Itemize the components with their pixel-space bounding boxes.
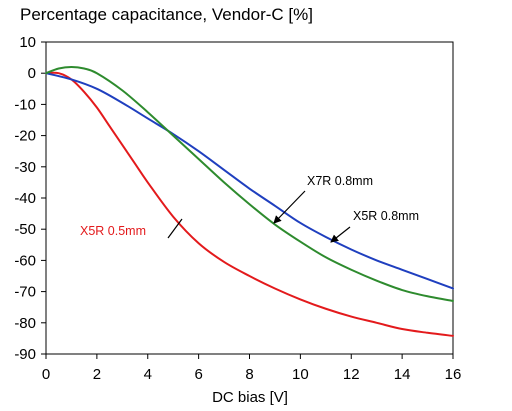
y-tick-label: -10 [14, 96, 36, 113]
x-tick-label: 10 [292, 366, 309, 383]
x-tick-label: 0 [42, 366, 50, 383]
x-tick-label: 12 [343, 366, 360, 383]
annotation-pointer-x5r-0-8mm [330, 226, 351, 243]
series-line-x5r-0-8mm [45, 65, 454, 302]
x-tick-label: 16 [445, 366, 462, 383]
x-tick-label: 4 [144, 366, 152, 383]
annotation-label-x5r-0-5mm: X5R 0.5mm [80, 224, 146, 238]
x-tick-label: 6 [194, 366, 202, 383]
series-line-x5r-0-5mm [45, 71, 454, 337]
annotation-label-x7r-0-8mm: X7R 0.8mm [307, 174, 373, 188]
chart-title: Percentage capacitance, Vendor-C [%] [20, 5, 313, 24]
x-tick-label: 2 [93, 366, 101, 383]
y-tick-label: -60 [14, 252, 36, 269]
y-tick-label: -20 [14, 128, 36, 145]
series-line-x7r-0-8mm [45, 72, 454, 290]
y-tick-label: -30 [14, 159, 36, 176]
x-axis-label: DC bias [V] [212, 389, 288, 406]
x-tick-label: 14 [394, 366, 411, 383]
y-tick-label: -70 [14, 284, 36, 301]
y-tick-label: -90 [14, 346, 36, 363]
y-tick-label: -40 [14, 190, 36, 207]
annotation-label-x5r-0-8mm: X5R 0.8mm [353, 209, 419, 223]
y-tick-label: 10 [19, 34, 36, 51]
annotation-pointer-x7r-0-8mm [273, 190, 306, 224]
y-tick-label: 0 [28, 65, 36, 82]
y-tick-label: -50 [14, 221, 36, 238]
plot-frame [45, 41, 454, 355]
annotation-pointer-x5r-0-5mm [167, 218, 183, 239]
y-tick-label: -80 [14, 315, 36, 332]
x-tick-label: 8 [245, 366, 253, 383]
